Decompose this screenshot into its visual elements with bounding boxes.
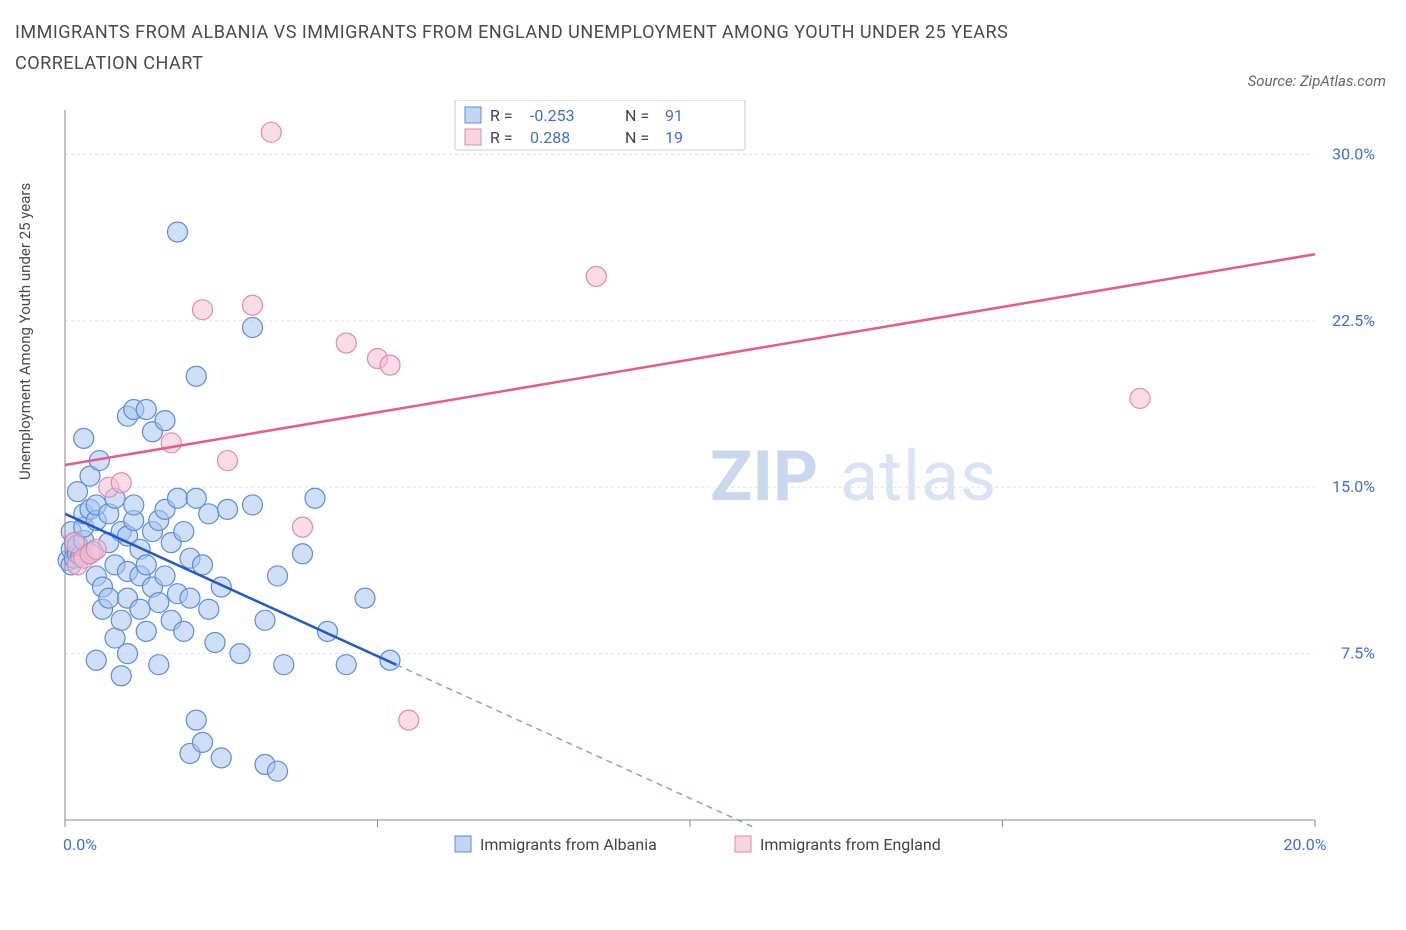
data-point [193, 555, 213, 575]
data-point [155, 411, 175, 431]
svg-text:19: 19 [665, 128, 683, 147]
data-point [293, 517, 313, 537]
svg-text:Immigrants from England: Immigrants from England [760, 835, 941, 854]
data-point [230, 644, 250, 664]
svg-text:7.5%: 7.5% [1341, 644, 1375, 663]
data-point [99, 588, 119, 608]
data-point [336, 333, 356, 353]
data-point [586, 266, 606, 286]
data-point [293, 544, 313, 564]
data-point [243, 295, 263, 315]
data-point [261, 122, 281, 142]
data-point [399, 710, 419, 730]
data-point [205, 633, 225, 653]
svg-text:R =: R = [490, 106, 513, 125]
source-attribution: Source: ZipAtlas.com [1248, 72, 1386, 90]
svg-text:R =: R = [490, 128, 513, 147]
data-point [124, 495, 144, 515]
svg-text:20.0%: 20.0% [1284, 835, 1327, 854]
data-point [111, 610, 131, 630]
svg-text:0.288: 0.288 [530, 128, 570, 147]
data-point [243, 495, 263, 515]
data-point [136, 400, 156, 420]
data-point [211, 748, 231, 768]
svg-text:30.0%: 30.0% [1332, 144, 1375, 163]
data-point [111, 666, 131, 686]
scatter-plot: 7.5%15.0%22.5%30.0% ZIP atlas 0.0%20.0% … [55, 100, 1385, 860]
svg-text:N =: N = [625, 128, 649, 147]
watermark-light: atlas [840, 436, 997, 518]
data-point [186, 366, 206, 386]
y-axis-label: Unemployment Among Youth under 25 years [16, 183, 34, 480]
svg-text:Immigrants from Albania: Immigrants from Albania [480, 835, 657, 854]
chart-title-area: IMMIGRANTS FROM ALBANIA VS IMMIGRANTS FR… [15, 18, 1115, 79]
data-point [168, 222, 188, 242]
svg-text:N =: N = [625, 106, 649, 125]
data-point [268, 761, 288, 781]
svg-text:91: 91 [665, 106, 683, 125]
data-point [74, 428, 94, 448]
data-point [218, 451, 238, 471]
data-point [118, 644, 138, 664]
data-point [86, 539, 106, 559]
data-point [130, 599, 150, 619]
svg-text:-0.253: -0.253 [530, 106, 575, 125]
data-point [218, 499, 238, 519]
data-point [155, 566, 175, 586]
data-point [268, 566, 288, 586]
svg-text:15.0%: 15.0% [1332, 477, 1375, 496]
svg-text:0.0%: 0.0% [63, 835, 97, 854]
data-point [355, 588, 375, 608]
data-point [1130, 388, 1150, 408]
data-point [149, 593, 169, 613]
data-point [136, 555, 156, 575]
data-point [380, 355, 400, 375]
data-point [274, 655, 294, 675]
data-point [174, 522, 194, 542]
data-point [161, 433, 181, 453]
data-point [305, 488, 325, 508]
svg-text:22.5%: 22.5% [1332, 311, 1375, 330]
data-point [199, 504, 219, 524]
data-point [199, 599, 219, 619]
data-point [149, 655, 169, 675]
data-point [336, 655, 356, 675]
data-point [193, 732, 213, 752]
data-point [180, 588, 200, 608]
data-point [111, 473, 131, 493]
data-point [243, 317, 263, 337]
data-point [174, 621, 194, 641]
data-point [186, 710, 206, 730]
chart-title: IMMIGRANTS FROM ALBANIA VS IMMIGRANTS FR… [15, 18, 1115, 79]
data-point [255, 610, 275, 630]
data-point [168, 488, 188, 508]
data-point [380, 650, 400, 670]
data-point [193, 300, 213, 320]
data-point [136, 621, 156, 641]
data-point [86, 650, 106, 670]
watermark-bold: ZIP [710, 436, 818, 518]
